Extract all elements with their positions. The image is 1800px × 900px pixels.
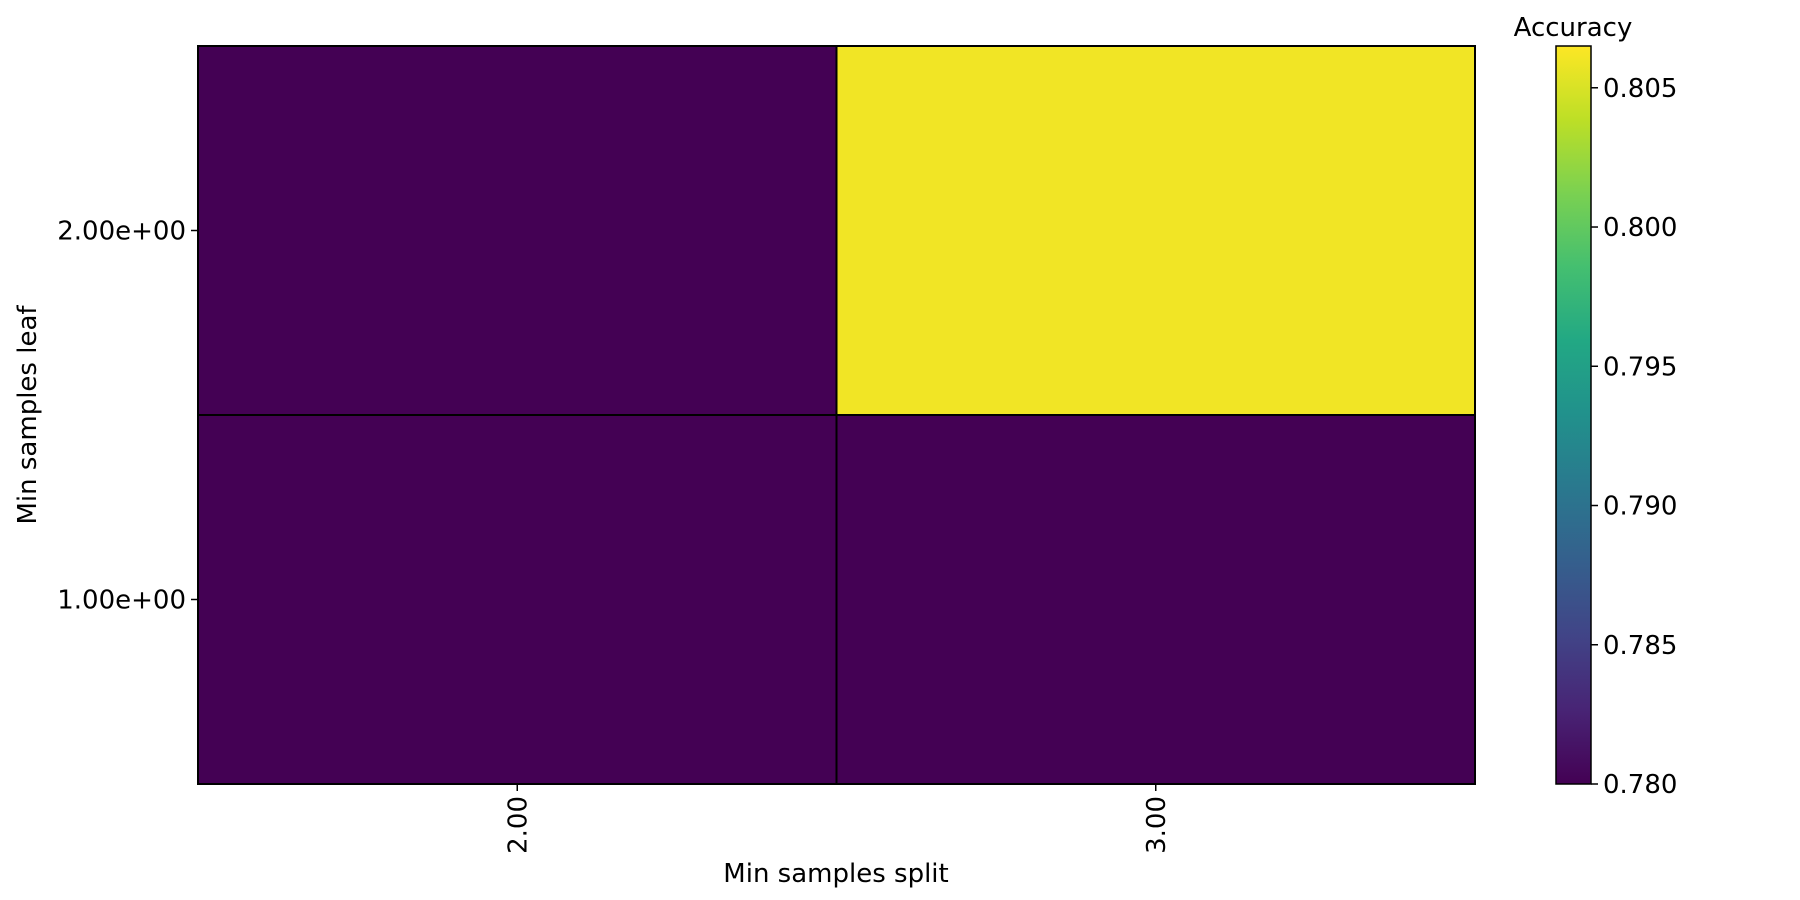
colorbar-label: Accuracy bbox=[1514, 13, 1633, 43]
colorbar-tick-label: 0.800 bbox=[1603, 213, 1677, 243]
heatmap-cells bbox=[198, 46, 1475, 784]
heatmap-cell bbox=[198, 415, 837, 784]
x-axis-label: Min samples split bbox=[723, 859, 948, 889]
colorbar-tick-label: 0.795 bbox=[1603, 352, 1677, 382]
colorbar-tick-label: 0.790 bbox=[1603, 492, 1677, 522]
y-tick-label: 2.00e+00 bbox=[57, 217, 186, 247]
x-axis-ticks: 2.00 3.00 bbox=[503, 784, 1172, 854]
colorbar-gradient bbox=[1556, 46, 1591, 784]
colorbar-tick-label: 0.805 bbox=[1603, 74, 1677, 104]
colorbar-ticks: 0.780 0.785 0.790 0.795 0.800 0.805 bbox=[1591, 74, 1677, 800]
heatmap-cell bbox=[198, 46, 837, 415]
colorbar: Accuracy 0.780 0.785 0.790 0.795 0.800 0.805 bbox=[1514, 13, 1678, 800]
heatmap-cell bbox=[837, 46, 1476, 415]
y-axis-label: Min samples leaf bbox=[13, 305, 43, 525]
colorbar-tick-label: 0.785 bbox=[1603, 631, 1677, 661]
x-tick-label: 3.00 bbox=[1142, 796, 1172, 854]
colorbar-tick-label: 0.780 bbox=[1603, 770, 1677, 800]
x-tick-label: 2.00 bbox=[503, 796, 533, 854]
y-tick-label: 1.00e+00 bbox=[57, 586, 186, 616]
heatmap-cell bbox=[837, 415, 1476, 784]
y-axis-ticks: 2.00e+00 1.00e+00 bbox=[57, 217, 198, 616]
